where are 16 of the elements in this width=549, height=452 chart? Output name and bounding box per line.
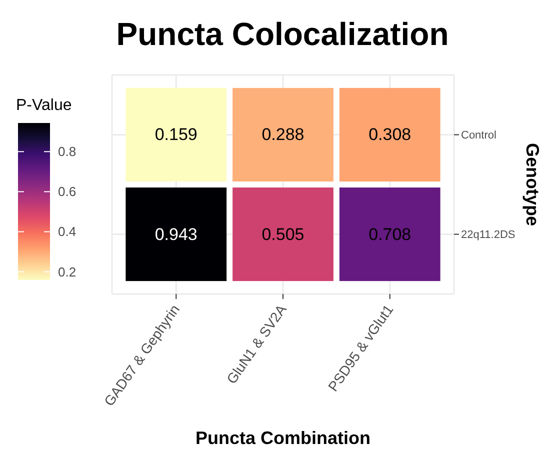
color-bar-label: 0.6 <box>58 184 76 200</box>
color-bar-label: 0.8 <box>58 144 76 160</box>
y-axis-title: Genotype <box>522 142 543 226</box>
color-bar-label: 0.2 <box>58 264 76 280</box>
data-label: 0.308 <box>368 125 412 144</box>
color-bar-label: 0.4 <box>58 224 76 240</box>
data-label: 0.708 <box>368 224 412 244</box>
chart-title: Puncta Colocalization <box>115 16 450 53</box>
data-label: 0.943 <box>154 224 198 244</box>
data-label: 0.159 <box>154 125 198 144</box>
color-bar-title: P-Value <box>16 97 72 114</box>
y-tick-label: Control <box>461 130 496 142</box>
data-label: 0.288 <box>262 125 304 144</box>
y-tick-label: 22q11.2DS <box>461 229 516 242</box>
data-label: 0.505 <box>262 224 304 244</box>
x-axis-title: Puncta Combination <box>196 428 370 448</box>
